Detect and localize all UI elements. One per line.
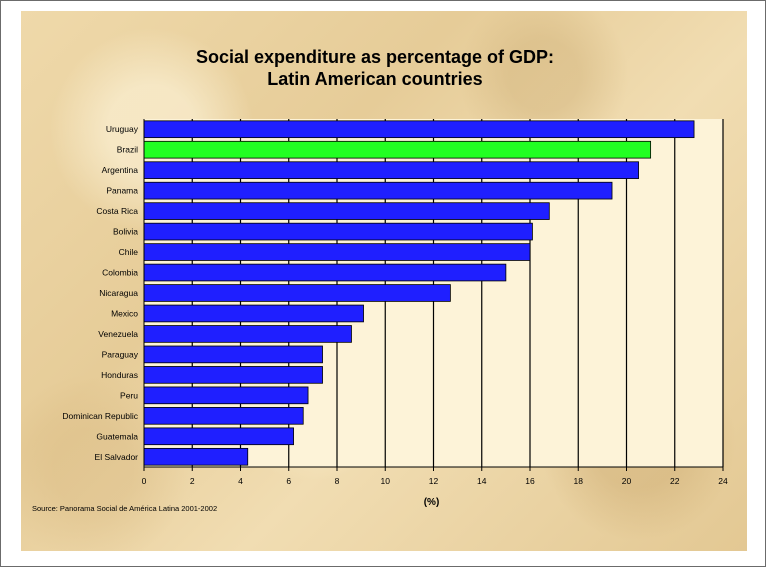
- bar-brazil: [143, 140, 652, 159]
- bar-honduras: [143, 366, 323, 384]
- x-tick-label: 2: [190, 476, 195, 486]
- x-axis-label: (%): [424, 497, 440, 508]
- bar-peru: [143, 386, 309, 405]
- category-label: Peru: [120, 390, 138, 400]
- x-tick-label: 6: [286, 476, 291, 486]
- x-tick-label: 20: [622, 476, 632, 486]
- category-label: Brazil: [117, 145, 138, 155]
- bar-bolivia: [143, 222, 533, 241]
- x-tick-label: 12: [429, 476, 439, 486]
- category-label: El Salvador: [95, 452, 139, 462]
- bar-costa-rica: [143, 202, 550, 220]
- x-tick-label: 14: [477, 476, 487, 486]
- category-label: Chile: [119, 247, 139, 257]
- bar-argentina: [143, 161, 639, 179]
- bar-venezuela: [143, 325, 352, 343]
- x-tick-label: 4: [238, 476, 243, 486]
- bar-guatemala: [143, 427, 294, 446]
- category-label: Nicaragua: [99, 288, 138, 298]
- category-label: Colombia: [102, 268, 138, 278]
- bar-paraguay: [143, 345, 323, 364]
- x-tick-label: 0: [142, 476, 147, 486]
- x-tick-label: 18: [574, 476, 584, 486]
- category-label: Bolivia: [113, 227, 138, 237]
- category-label: Guatemala: [96, 431, 138, 441]
- category-label: Argentina: [102, 165, 139, 175]
- bar-colombia: [143, 263, 507, 282]
- category-label: Venezuela: [98, 329, 138, 339]
- bar-nicaragua: [143, 284, 451, 302]
- category-label: Dominican Republic: [62, 411, 138, 421]
- x-tick-label: 16: [525, 476, 535, 486]
- x-tick-label: 8: [335, 476, 340, 486]
- x-tick-label: 24: [718, 476, 728, 486]
- bar-chile: [143, 243, 531, 261]
- category-label: Costa Rica: [96, 206, 138, 216]
- category-label: Uruguay: [106, 124, 139, 134]
- chart-title-line-2: Latin American countries: [267, 69, 483, 89]
- bar-dominican-republic: [143, 407, 304, 425]
- bar-panama: [143, 181, 613, 200]
- category-label: Honduras: [101, 370, 138, 380]
- x-tick-label: 10: [381, 476, 391, 486]
- x-tick-label: 22: [670, 476, 680, 486]
- bar-mexico: [143, 304, 364, 323]
- source-note: Source: Panorama Social de América Latin…: [32, 504, 218, 513]
- category-label: Paraguay: [102, 349, 139, 359]
- category-label: Panama: [106, 186, 138, 196]
- bar-uruguay: [143, 120, 695, 139]
- chart-title: Social expenditure as percentage of GDP:…: [110, 46, 640, 90]
- bar-el-salvador: [143, 447, 249, 466]
- chart-title-line-1: Social expenditure as percentage of GDP:: [195, 47, 555, 67]
- category-label: Mexico: [111, 308, 138, 318]
